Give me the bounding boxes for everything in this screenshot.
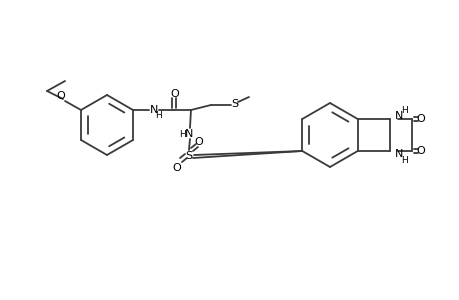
Text: O: O [172,163,181,173]
Text: H: H [179,130,186,139]
Text: N: N [394,111,402,121]
Text: O: O [56,91,65,101]
Text: S: S [231,99,238,109]
Text: O: O [415,114,424,124]
Text: H: H [400,155,407,164]
Text: O: O [194,137,203,147]
Text: O: O [170,89,179,99]
Text: H: H [400,106,407,115]
Text: N: N [185,129,193,139]
Text: O: O [415,146,424,156]
Text: N: N [150,105,158,115]
Text: S: S [185,151,192,161]
Text: H: H [155,110,162,119]
Text: N: N [394,149,402,159]
